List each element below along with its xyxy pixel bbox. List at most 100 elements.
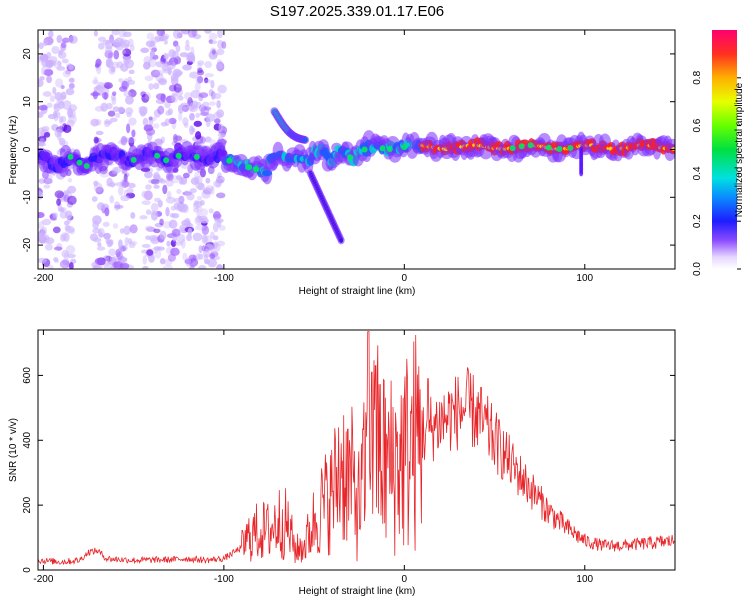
noise-blob bbox=[111, 167, 119, 175]
noise-blob bbox=[190, 177, 200, 185]
noise-blob bbox=[108, 66, 116, 75]
noise-blob bbox=[112, 223, 119, 229]
noise-blob bbox=[93, 76, 98, 85]
noise-blob bbox=[154, 35, 163, 42]
noise-blob bbox=[197, 67, 203, 74]
noise-blob bbox=[93, 30, 98, 37]
noise-blob bbox=[216, 109, 225, 118]
noise-blob bbox=[174, 241, 184, 246]
noise-blob bbox=[117, 106, 125, 113]
colorbar-tick-label: 0.0 bbox=[692, 262, 703, 276]
noise-blob bbox=[154, 197, 161, 203]
noise-blob bbox=[201, 189, 211, 199]
noise-blob bbox=[199, 200, 205, 206]
noise-blob bbox=[185, 39, 190, 47]
noise-blob bbox=[119, 228, 125, 234]
snr-x-label: Height of straight line (km) bbox=[299, 586, 416, 597]
arc-core bbox=[302, 137, 308, 143]
noise-blob bbox=[216, 63, 224, 70]
noise-blob bbox=[164, 118, 170, 127]
noise-blob bbox=[199, 218, 209, 224]
noise-blob bbox=[43, 68, 54, 77]
noise-blob bbox=[53, 103, 61, 113]
noise-blob bbox=[182, 252, 188, 261]
noise-blob bbox=[128, 117, 137, 126]
noise-blob bbox=[113, 166, 122, 174]
noise-blob bbox=[217, 30, 224, 39]
noise-blob bbox=[148, 178, 159, 184]
noise-blob bbox=[168, 84, 177, 92]
noise-blob bbox=[174, 87, 183, 97]
noise-blob bbox=[199, 168, 206, 178]
noise-blob bbox=[221, 41, 227, 49]
noise-blob bbox=[95, 186, 104, 195]
noise-blob bbox=[118, 77, 124, 83]
noise-blob bbox=[195, 131, 202, 140]
noise-blob bbox=[44, 243, 53, 251]
spectrogram-x-label: Height of straight line (km) bbox=[299, 286, 416, 297]
x-tick-label: -200 bbox=[33, 574, 53, 585]
noise-blob bbox=[95, 119, 102, 126]
noise-blob bbox=[201, 225, 210, 235]
noise-blob bbox=[189, 71, 199, 79]
noise-blob bbox=[212, 210, 221, 221]
noise-blob bbox=[158, 179, 167, 184]
noise-blob bbox=[144, 92, 152, 100]
noise-blob bbox=[69, 262, 74, 269]
noise-blob bbox=[128, 89, 137, 98]
noise-blob bbox=[204, 60, 212, 69]
noise-blob bbox=[108, 39, 115, 44]
noise-blob bbox=[188, 257, 199, 267]
noise-blob bbox=[214, 218, 224, 223]
noise-blob bbox=[162, 264, 173, 269]
noise-blob bbox=[196, 211, 201, 217]
noise-blob bbox=[51, 46, 60, 55]
trace-highlight bbox=[246, 164, 253, 171]
noise-blob bbox=[182, 117, 189, 126]
noise-blob bbox=[52, 226, 61, 234]
noise-blob bbox=[186, 60, 193, 66]
noise-blob bbox=[120, 63, 129, 72]
noise-blob bbox=[68, 77, 75, 83]
noise-blob bbox=[38, 111, 44, 118]
noise-blob bbox=[140, 167, 151, 172]
noise-blob bbox=[98, 231, 104, 238]
noise-blob bbox=[218, 123, 223, 133]
noise-blob bbox=[204, 30, 212, 34]
noise-blob bbox=[157, 105, 165, 115]
noise-blob bbox=[182, 172, 190, 179]
noise-blob bbox=[127, 38, 134, 48]
noise-blob bbox=[126, 123, 131, 134]
noise-blob bbox=[40, 226, 48, 237]
noise-blob bbox=[67, 195, 77, 206]
noise-blob bbox=[106, 59, 114, 68]
noise-blob bbox=[153, 228, 161, 234]
snr-y-label: SNR (10 * v/v) bbox=[8, 418, 19, 482]
trace-highlight bbox=[556, 146, 563, 153]
trace-highlight bbox=[527, 142, 534, 149]
noise-blob bbox=[43, 184, 51, 189]
noise-blob bbox=[125, 107, 134, 115]
noise-blob bbox=[177, 104, 184, 114]
noise-blob bbox=[193, 120, 203, 127]
noise-blob bbox=[198, 264, 207, 269]
noise-blob bbox=[189, 125, 195, 135]
noise-blob bbox=[151, 211, 158, 221]
noise-blob bbox=[41, 218, 52, 226]
noise-blob bbox=[200, 136, 206, 144]
noise-blob bbox=[114, 204, 124, 209]
noise-blob bbox=[89, 233, 99, 242]
noise-blob bbox=[42, 39, 49, 47]
noise-blob bbox=[150, 178, 160, 185]
noise-blob bbox=[170, 93, 179, 103]
noise-blob bbox=[165, 110, 172, 116]
noise-blob bbox=[156, 140, 163, 148]
noise-blob bbox=[38, 79, 44, 88]
noise-blob bbox=[105, 102, 113, 110]
noise-blob bbox=[38, 54, 44, 63]
noise-blob bbox=[153, 184, 160, 189]
x-tick-label: -100 bbox=[214, 273, 234, 284]
